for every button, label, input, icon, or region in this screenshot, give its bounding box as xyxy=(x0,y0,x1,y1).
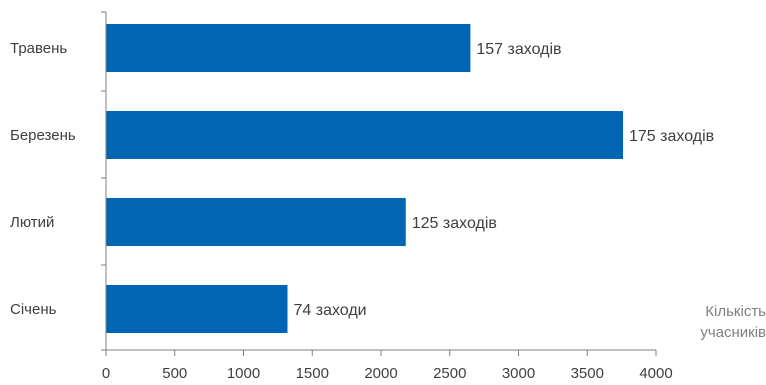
bar-0 xyxy=(106,24,471,72)
x-tick-label-1: 500 xyxy=(162,365,187,382)
x-tick-label-6: 3000 xyxy=(502,365,535,382)
data-label-0: 157 заходів xyxy=(476,41,561,58)
data-label-3: 74 заходи xyxy=(294,302,367,319)
category-labels: Травень Березень Лютий Січень xyxy=(10,40,76,318)
x-tick-label-3: 1500 xyxy=(296,365,329,382)
bar-3 xyxy=(106,285,288,333)
x-axis-title-line-2: учасників xyxy=(700,324,766,341)
bar-1 xyxy=(106,111,623,159)
x-tick-label-0: 0 xyxy=(102,365,110,382)
category-label-3: Січень xyxy=(10,301,57,318)
bar-2 xyxy=(106,198,406,246)
data-labels: 157 заходів 175 заходів 125 заходів 74 захо… xyxy=(294,41,715,319)
x-tick-label-8: 4000 xyxy=(639,365,672,382)
x-tick-label-4: 2000 xyxy=(364,365,397,382)
category-label-2: Лютий xyxy=(10,214,54,231)
x-axis-ticks xyxy=(101,11,657,356)
category-label-1: Березень xyxy=(10,127,76,144)
data-label-1: 175 заходів xyxy=(629,128,714,145)
category-label-0: Травень xyxy=(10,40,67,57)
bars-group xyxy=(106,24,623,333)
x-tick-label-7: 3500 xyxy=(571,365,604,382)
x-axis-tick-labels: 0 500 1000 1500 2000 2500 3000 3500 4000 xyxy=(102,365,673,382)
x-axis-title-line-1: Кількість xyxy=(705,303,766,320)
x-tick-label-5: 2500 xyxy=(433,365,466,382)
x-tick-label-2: 1000 xyxy=(227,365,260,382)
data-label-2: 125 заходів xyxy=(412,215,497,232)
